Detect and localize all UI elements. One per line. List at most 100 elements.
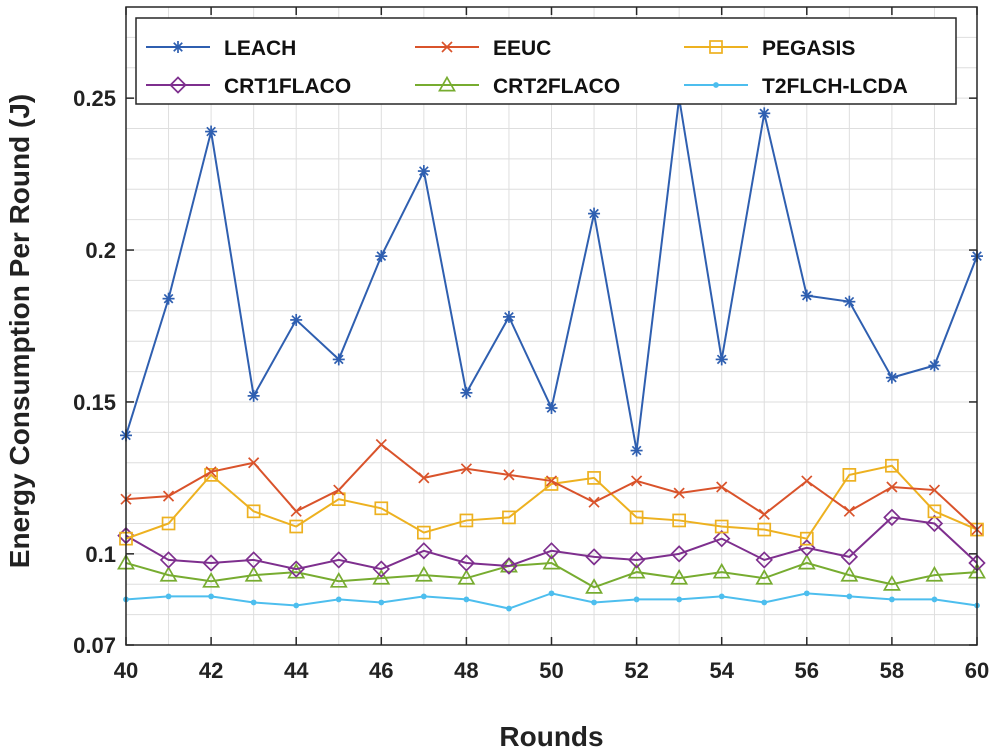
data-point bbox=[585, 548, 603, 566]
y-tick-label: 0.1 bbox=[85, 542, 116, 567]
data-point bbox=[842, 468, 857, 482]
data-point bbox=[205, 125, 218, 138]
x-tick-label: 48 bbox=[454, 658, 478, 683]
legend-label: CRT1FLACO bbox=[224, 75, 351, 98]
data-point bbox=[928, 484, 941, 496]
data-point bbox=[378, 599, 385, 606]
data-point bbox=[503, 469, 515, 481]
data-point bbox=[840, 565, 859, 582]
data-point bbox=[843, 295, 856, 308]
data-point bbox=[418, 472, 430, 484]
legend-marker bbox=[713, 82, 719, 88]
data-point bbox=[161, 516, 176, 531]
y-tick-label: 0.25 bbox=[73, 86, 116, 111]
data-point bbox=[417, 165, 430, 178]
data-point bbox=[882, 575, 901, 591]
data-point bbox=[287, 560, 305, 578]
data-point bbox=[420, 593, 427, 600]
data-point bbox=[889, 596, 895, 603]
data-point bbox=[331, 492, 346, 507]
x-tick-label: 52 bbox=[624, 658, 648, 683]
data-point bbox=[545, 402, 558, 415]
legend-item: LEACH bbox=[146, 37, 296, 60]
legend: LEACH EEUC PEGASIS CRT1FLACO CRT2FLACO T2FLCH… bbox=[135, 17, 957, 105]
legend-item: CRT2FLACO bbox=[415, 75, 620, 98]
data-point bbox=[883, 508, 901, 527]
data-point bbox=[627, 562, 646, 579]
x-tick-label: 58 bbox=[880, 658, 904, 683]
data-point bbox=[542, 553, 561, 570]
data-point bbox=[290, 505, 302, 517]
data-point bbox=[925, 514, 944, 533]
data-point bbox=[716, 481, 728, 493]
data-point bbox=[502, 310, 515, 323]
data-point bbox=[202, 554, 220, 572]
data-point bbox=[886, 481, 898, 493]
legend-label: CRT2FLACO bbox=[493, 75, 620, 98]
legend-marker bbox=[169, 76, 187, 94]
legend-marker bbox=[709, 40, 723, 54]
data-point bbox=[840, 548, 859, 566]
data-point bbox=[208, 593, 215, 600]
data-point bbox=[417, 525, 431, 540]
data-point bbox=[585, 578, 604, 594]
legend-marker bbox=[441, 41, 453, 53]
data-point bbox=[330, 551, 348, 569]
data-point bbox=[712, 529, 731, 548]
legend-label: PEGASIS bbox=[762, 37, 855, 60]
x-axis-title: Rounds bbox=[499, 721, 603, 752]
series-line bbox=[125, 516, 978, 571]
data-point bbox=[758, 107, 771, 120]
data-point bbox=[927, 504, 942, 519]
data-point bbox=[800, 289, 813, 302]
data-point bbox=[244, 565, 263, 582]
data-point bbox=[885, 458, 899, 473]
series-line bbox=[125, 561, 978, 589]
data-point bbox=[548, 590, 555, 597]
data-point bbox=[333, 484, 345, 496]
data-point bbox=[799, 531, 814, 546]
data-point bbox=[374, 501, 389, 516]
data-point bbox=[414, 565, 433, 582]
data-point bbox=[718, 593, 725, 600]
legend-label: T2FLCH-LCDA bbox=[762, 75, 908, 98]
data-point bbox=[925, 565, 944, 582]
data-point bbox=[335, 596, 342, 603]
legend-box bbox=[135, 17, 957, 105]
data-point bbox=[714, 519, 729, 534]
y-tick-label: 0.2 bbox=[85, 238, 116, 263]
x-tick-label: 54 bbox=[709, 658, 734, 683]
data-point bbox=[542, 542, 561, 560]
y-tick-label: 0.15 bbox=[73, 390, 116, 415]
data-point bbox=[415, 542, 433, 560]
data-point bbox=[247, 389, 260, 402]
legend-marker bbox=[172, 41, 184, 53]
x-tick-label: 46 bbox=[369, 658, 393, 683]
data-point bbox=[159, 565, 178, 582]
data-point bbox=[162, 292, 175, 305]
legend-item: EEUC bbox=[415, 37, 551, 60]
legend-marker bbox=[438, 75, 456, 92]
data-point bbox=[803, 590, 810, 597]
data-point bbox=[670, 545, 688, 563]
x-tick-label: 50 bbox=[539, 658, 563, 683]
data-point bbox=[248, 457, 260, 469]
y-axis-title: Energy Consumption Per Round (J) bbox=[4, 94, 35, 568]
data-point bbox=[629, 510, 644, 525]
data-point bbox=[162, 490, 175, 502]
data-point bbox=[457, 554, 476, 572]
data-point bbox=[250, 599, 257, 606]
data-point bbox=[457, 568, 476, 585]
data-point bbox=[372, 568, 391, 585]
data-point bbox=[801, 475, 813, 487]
data-point bbox=[757, 522, 772, 537]
data-point bbox=[673, 487, 685, 499]
data-point bbox=[202, 571, 221, 588]
data-point bbox=[587, 471, 601, 485]
data-point bbox=[329, 571, 348, 588]
data-point bbox=[588, 207, 601, 220]
y-tick-label: 0.07 bbox=[73, 633, 116, 658]
x-tick-label: 40 bbox=[114, 658, 138, 683]
series-pegasis bbox=[119, 458, 984, 546]
